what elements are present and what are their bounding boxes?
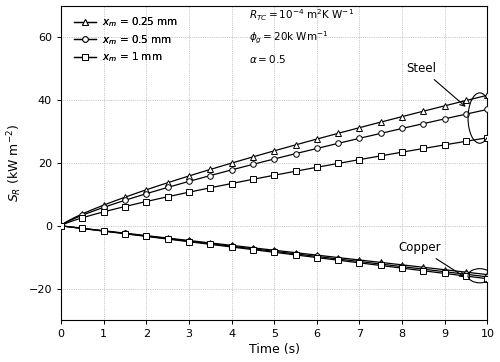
Text: $R_{TC} = 10^{-4}$ m$^2$K W$^{-1}$
$\phi_g = 20$k Wm$^{-1}$
$\alpha = 0.5$: $R_{TC} = 10^{-4}$ m$^2$K W$^{-1}$ $\phi… <box>248 7 354 65</box>
Text: Steel: Steel <box>406 62 465 106</box>
Text: Copper: Copper <box>398 241 464 277</box>
X-axis label: Time (s): Time (s) <box>248 344 300 357</box>
Y-axis label: $S_R$ (kW m$^{-2}$): $S_R$ (kW m$^{-2}$) <box>6 124 25 202</box>
Legend: $x_m$ = 0.25 mm, $x_m$ = 0.5 mm, $x_m$ = 1 mm: $x_m$ = 0.25 mm, $x_m$ = 0.5 mm, $x_m$ =… <box>70 12 181 67</box>
